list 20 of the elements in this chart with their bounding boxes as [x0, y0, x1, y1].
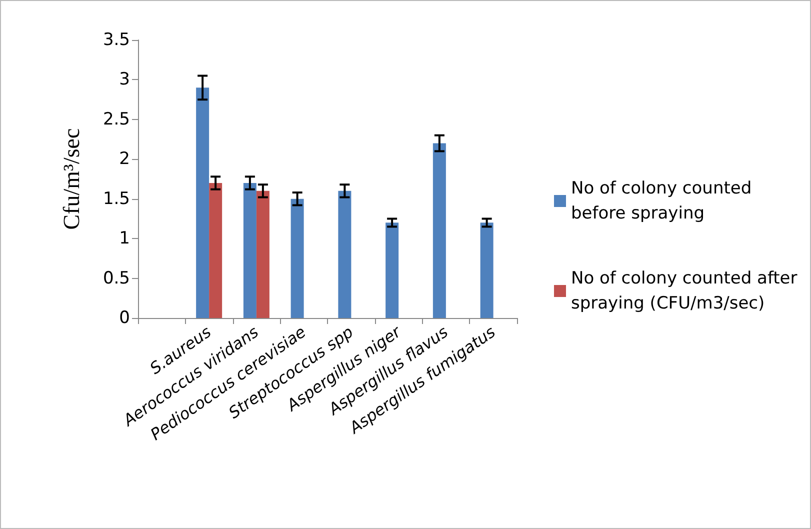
bar [256, 190, 270, 318]
bar [290, 198, 304, 318]
y-tick-label: 2.5 [102, 109, 130, 130]
bar [480, 222, 494, 318]
y-tick-label: 0.5 [102, 268, 130, 288]
legend-label: No of colony counted before spraying [571, 178, 758, 224]
y-tick-label: 1.5 [102, 188, 130, 209]
y-tick-label: 3 [119, 70, 130, 90]
y-tick-label: 1 [119, 228, 130, 249]
y-tick-label: 2 [119, 149, 130, 170]
bar [209, 182, 222, 318]
y-tick-label: 0 [119, 308, 130, 328]
bar [243, 182, 256, 318]
bar [196, 88, 210, 318]
y-axis-title: Cfu/m³/sec [59, 128, 84, 230]
y-tick-label: 3.5 [102, 30, 130, 50]
bar [432, 143, 446, 318]
legend-label: No of colony counted after spraying (CFU/m3/sec) [571, 268, 803, 314]
bar [338, 190, 352, 318]
bar [386, 222, 399, 318]
